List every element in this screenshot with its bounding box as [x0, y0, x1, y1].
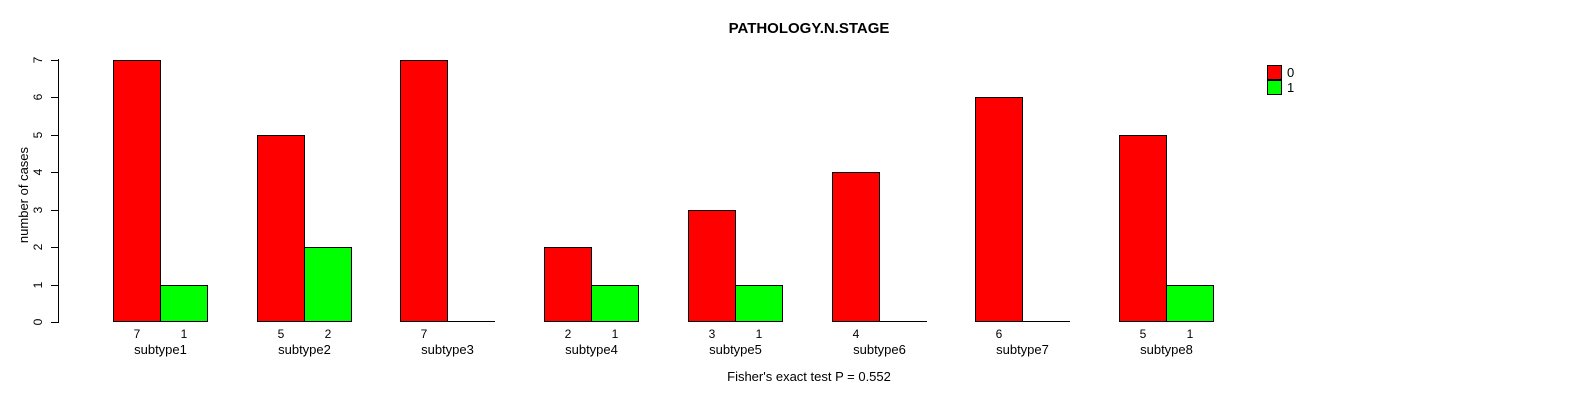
legend-row: 1	[1267, 80, 1294, 95]
x-axis-caption: Fisher's exact test P = 0.552	[727, 369, 891, 384]
bar-subtype6-level0	[832, 172, 880, 322]
category-label-subtype6: subtype6	[853, 342, 906, 357]
bar-subtype2-level1	[304, 247, 352, 322]
y-axis-tick	[51, 135, 59, 136]
bar-subtype7-level0	[975, 97, 1023, 322]
y-axis-tick	[51, 97, 59, 98]
y-axis-tick-label: 2	[31, 243, 45, 251]
y-axis-tick-label: 3	[31, 206, 45, 214]
y-axis-tick-label: 1	[31, 281, 45, 289]
y-axis-tick-label: 5	[31, 131, 45, 139]
bar-subtype8-level0	[1119, 134, 1167, 322]
bar-count-label: 5	[277, 327, 285, 341]
zero-bar-line-subtype7-level1	[1022, 321, 1070, 322]
legend-row: 0	[1267, 65, 1294, 80]
bar-subtype4-level1	[591, 284, 639, 322]
bar-subtype5-level0	[688, 209, 736, 322]
legend-label: 0	[1287, 65, 1295, 80]
category-label-subtype3: subtype3	[421, 342, 474, 357]
y-axis-tick	[51, 210, 59, 211]
y-axis-tick-label: 7	[31, 56, 45, 64]
y-axis-tick	[51, 247, 59, 248]
bar-count-label: 7	[133, 327, 141, 341]
category-label-subtype8: subtype8	[1140, 342, 1193, 357]
bar-count-label: 6	[995, 327, 1003, 341]
y-axis-tick	[51, 60, 59, 61]
y-axis-tick-label: 6	[31, 93, 45, 101]
category-label-subtype1: subtype1	[134, 342, 187, 357]
bar-count-label: 2	[324, 327, 332, 341]
bar-subtype4-level0	[544, 247, 592, 322]
bar-count-label: 7	[420, 327, 428, 341]
bar-count-label: 2	[564, 327, 572, 341]
legend-swatch	[1267, 80, 1282, 95]
legend-swatch	[1267, 65, 1282, 80]
bar-subtype5-level1	[735, 284, 783, 322]
bar-subtype3-level0	[400, 59, 448, 322]
y-axis-tick-label: 0	[31, 318, 45, 326]
category-label-subtype5: subtype5	[709, 342, 762, 357]
category-label-subtype7: subtype7	[996, 342, 1049, 357]
y-axis-tick	[51, 322, 59, 323]
y-axis-line	[58, 59, 59, 322]
y-axis-tick	[51, 285, 59, 286]
y-axis-tick	[51, 172, 59, 173]
zero-bar-line-subtype3-level1	[447, 321, 495, 322]
bar-subtype2-level0	[257, 134, 305, 322]
bar-count-label: 1	[1186, 327, 1194, 341]
bar-subtype8-level1	[1166, 284, 1214, 322]
y-axis-tick-label: 4	[31, 168, 45, 176]
chart-title: PATHOLOGY.N.STAGE	[728, 20, 890, 37]
bar-count-label: 1	[755, 327, 763, 341]
zero-bar-line-subtype6-level1	[879, 321, 927, 322]
category-label-subtype2: subtype2	[278, 342, 331, 357]
bar-count-label: 5	[1139, 327, 1147, 341]
bar-subtype1-level0	[113, 59, 161, 322]
bar-subtype1-level1	[160, 284, 208, 322]
category-label-subtype4: subtype4	[565, 342, 618, 357]
bar-count-label: 1	[180, 327, 188, 341]
bar-count-label: 4	[852, 327, 860, 341]
bar-count-label: 3	[708, 327, 716, 341]
bar-count-label: 1	[611, 327, 619, 341]
legend-label: 1	[1287, 80, 1295, 95]
